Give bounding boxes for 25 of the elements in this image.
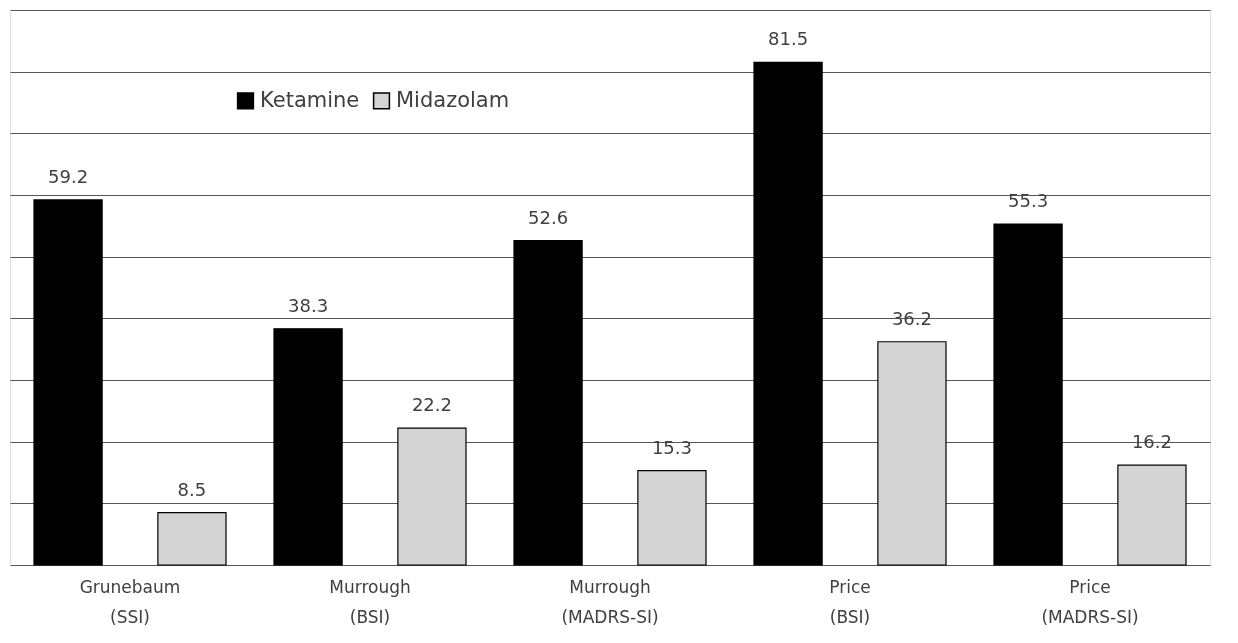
bar <box>993 223 1063 566</box>
bar <box>273 328 343 566</box>
bar <box>157 511 227 566</box>
data-label: 15.3 <box>651 436 692 458</box>
data-label: 59.2 <box>48 165 89 187</box>
legend-label: Ketamine <box>260 87 360 112</box>
data-label: 38.3 <box>288 294 329 316</box>
bar <box>33 199 103 566</box>
bar <box>877 341 947 566</box>
bar <box>753 61 823 566</box>
data-label: 22.2 <box>411 394 452 416</box>
x-tick-label: Murrough (MADRS-SI) <box>561 576 659 627</box>
x-tick-label: Murrough (BSI) <box>329 576 411 627</box>
bar <box>513 240 583 566</box>
bar <box>397 427 467 566</box>
legend-label: Midazolam <box>396 87 510 112</box>
bar <box>637 470 707 566</box>
x-tick-label: Grunebaum (SSI) <box>79 576 181 627</box>
x-tick-label: Price (BSI) <box>829 576 871 627</box>
data-label: 81.5 <box>768 28 809 50</box>
data-label: 52.6 <box>528 206 569 228</box>
bar <box>1117 464 1187 566</box>
data-label: 8.5 <box>177 478 207 500</box>
x-tick-label: Price (MADRS-SI) <box>1041 576 1139 627</box>
data-label: 55.3 <box>1008 189 1049 211</box>
